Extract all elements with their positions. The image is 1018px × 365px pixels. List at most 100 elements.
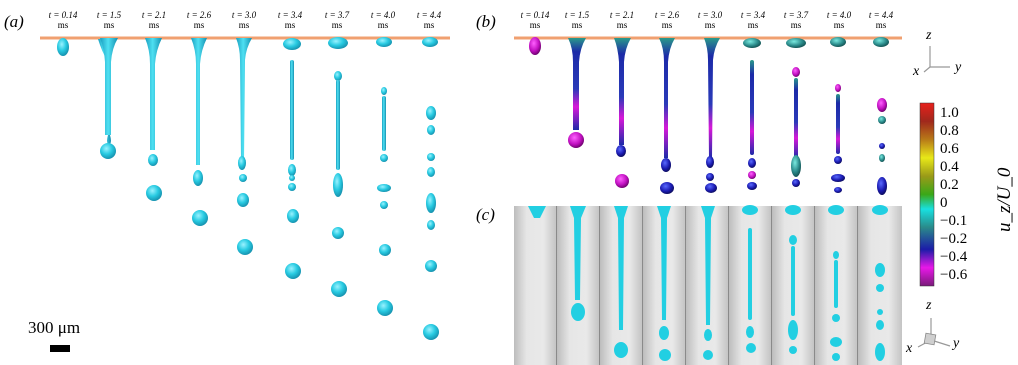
jet-column [191,38,207,165]
axis-triad-top [923,46,950,73]
jet-column [145,38,162,150]
axis-label-x: x [906,341,913,356]
jet-column [794,78,798,158]
time-label: t = 0.14 ms [520,10,550,30]
droplet [100,143,116,159]
droplet [285,263,301,279]
jet-column [236,38,252,160]
droplet [380,154,388,162]
time-label: t = 3.4 ms [277,10,303,30]
colorbar-tick: −0.2 [940,231,968,247]
droplet [427,125,435,135]
panel-label-b: (b) [476,12,496,31]
colorbar-tick: 1.0 [940,105,959,121]
droplet [748,171,756,179]
droplet [334,71,342,81]
time-label: t = 2.6 ms [654,10,680,30]
droplet [287,209,299,223]
jet-column [382,96,386,151]
time-label: t = 1.5 ms [96,10,122,30]
droplet [747,182,757,190]
droplet [792,67,800,77]
axis-label-y: y [955,60,962,75]
jet-column [100,38,118,135]
scale-bar-label: 300 μm [28,318,81,337]
droplet [283,38,301,50]
axis-triad-bottom [917,318,951,348]
droplet [879,143,885,149]
droplet [426,193,436,213]
droplet [193,170,203,186]
colorbar-tick: 0.6 [940,141,959,157]
droplet [426,106,436,120]
panel-c-experiment-overlay [514,205,902,365]
droplet [834,187,842,193]
time-label: t = 3.0 ms [697,10,723,30]
droplet [332,227,344,239]
colorbar-tick: −0.6 [940,267,968,283]
colorbar-title: u_z/U_0 [994,167,1015,232]
axis-label-y: y [953,336,960,351]
droplet [423,324,439,340]
axis-label-x: x [913,64,920,79]
droplet [791,155,801,177]
droplet [238,156,246,170]
droplet [831,174,845,182]
droplet [237,239,253,255]
droplet [705,183,717,193]
time-label: t = 3.0 ms [231,10,257,30]
droplet [379,244,391,256]
droplet [706,173,714,181]
jet-column [614,38,631,145]
time-label: t = 2.6 ms [186,10,212,30]
droplet [377,184,391,192]
jet-column [336,80,340,170]
overlay-jets [528,205,888,361]
time-label: t = 3.4 ms [740,10,766,30]
droplet [748,158,756,168]
colorbar [919,102,935,287]
colorbar-tick: 0.4 [940,159,959,175]
time-label: t = 1.5 ms [564,10,590,30]
colorbar-gradient [919,102,935,287]
time-label: t = 4.4 ms [868,10,894,30]
scale-bar [50,345,70,352]
colorbar-tick: −0.4 [940,249,968,265]
time-label: t = 2.1 ms [141,10,167,30]
droplet [333,173,343,197]
droplet [146,185,162,201]
panel-label-a: (a) [4,12,24,31]
droplet [192,210,208,226]
droplet [615,174,629,188]
droplet [288,183,296,191]
droplet [568,132,584,148]
droplet [877,177,887,195]
droplet [422,37,438,47]
axis-label-z: z [926,298,932,313]
axis-cube-icon [923,332,937,346]
colorbar-tick: 0 [940,195,948,211]
droplet [743,38,761,48]
time-label: t = 0.14 ms [48,10,78,30]
time-label: t = 3.7 ms [783,10,809,30]
droplet [288,164,296,176]
time-label: t = 4.4 ms [416,10,442,30]
droplet [835,84,841,92]
droplet [239,174,247,182]
droplet [873,37,889,47]
jet-column [704,38,720,158]
droplet [792,179,800,187]
jet-column [568,38,586,130]
droplet [331,281,347,297]
droplet [786,38,806,48]
droplet [427,220,435,230]
panel-b-velocity-field [514,36,902,195]
panel-label-c: (c) [476,205,495,224]
droplet [834,156,842,164]
colorbar-tick: 0.2 [940,177,959,193]
droplet [237,193,249,207]
time-label: t = 2.1 ms [609,10,635,30]
droplet [879,154,885,162]
jet-tip [529,37,541,55]
